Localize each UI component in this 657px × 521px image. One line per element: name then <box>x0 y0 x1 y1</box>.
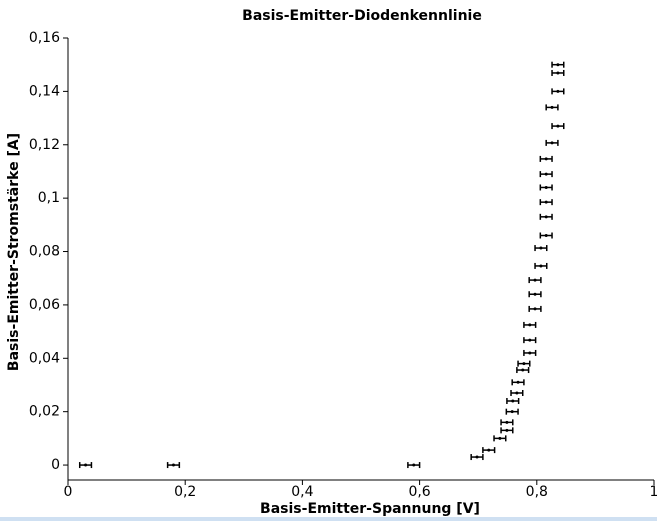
y-tick-label: 0,12 <box>29 137 60 153</box>
data-point <box>533 307 537 311</box>
data-point <box>550 105 554 109</box>
data-point <box>515 391 519 395</box>
window-border <box>0 517 657 521</box>
data-point <box>556 124 560 128</box>
data-point <box>528 351 532 355</box>
x-tick-label: 0,6 <box>408 484 430 500</box>
y-axis-label: Basis-Emitter-Stromstärke [A] <box>6 133 22 371</box>
data-point <box>487 448 491 452</box>
x-tick-label: 0,8 <box>526 484 548 500</box>
data-point <box>533 292 537 296</box>
y-tick-label: 0,14 <box>29 83 60 99</box>
data-point <box>544 157 548 161</box>
x-tick-label: 0,4 <box>291 484 313 500</box>
data-point <box>171 463 175 467</box>
y-tick-label: 0 <box>51 457 60 473</box>
data-point <box>505 420 509 424</box>
x-tick-label: 0,2 <box>174 484 196 500</box>
data-point <box>544 185 548 189</box>
data-point <box>505 428 509 432</box>
y-tick-label: 0,06 <box>29 297 60 313</box>
chart-title: Basis-Emitter-Diodenkennlinie <box>242 8 482 24</box>
data-point <box>539 246 543 250</box>
data-point <box>550 141 554 145</box>
data-point <box>544 234 548 238</box>
x-axis-label: Basis-Emitter-Spannung [V] <box>260 501 480 517</box>
data-point <box>511 399 515 403</box>
x-tick-label: 1 <box>650 484 657 500</box>
y-tick-label: 0,02 <box>29 404 60 420</box>
data-point <box>544 172 548 176</box>
data-point <box>556 71 560 75</box>
data-point <box>475 455 479 459</box>
data-point <box>533 278 537 282</box>
data-point <box>521 368 525 372</box>
data-point <box>544 215 548 219</box>
data-point <box>516 380 520 384</box>
data-point <box>544 200 548 204</box>
data-point <box>556 89 560 93</box>
y-tick-label: 0,08 <box>29 244 60 260</box>
y-tick-label: 0,1 <box>38 190 60 206</box>
data-point <box>522 362 526 366</box>
y-tick-label: 0,16 <box>29 30 60 46</box>
data-point <box>528 323 532 327</box>
y-tick-label: 0,04 <box>29 350 60 366</box>
data-point <box>556 63 560 67</box>
x-tick-label: 0 <box>64 484 73 500</box>
data-point <box>84 463 88 467</box>
data-point <box>412 463 416 467</box>
data-point <box>528 338 532 342</box>
data-point <box>510 410 514 414</box>
data-point <box>539 264 543 268</box>
data-point <box>498 436 502 440</box>
